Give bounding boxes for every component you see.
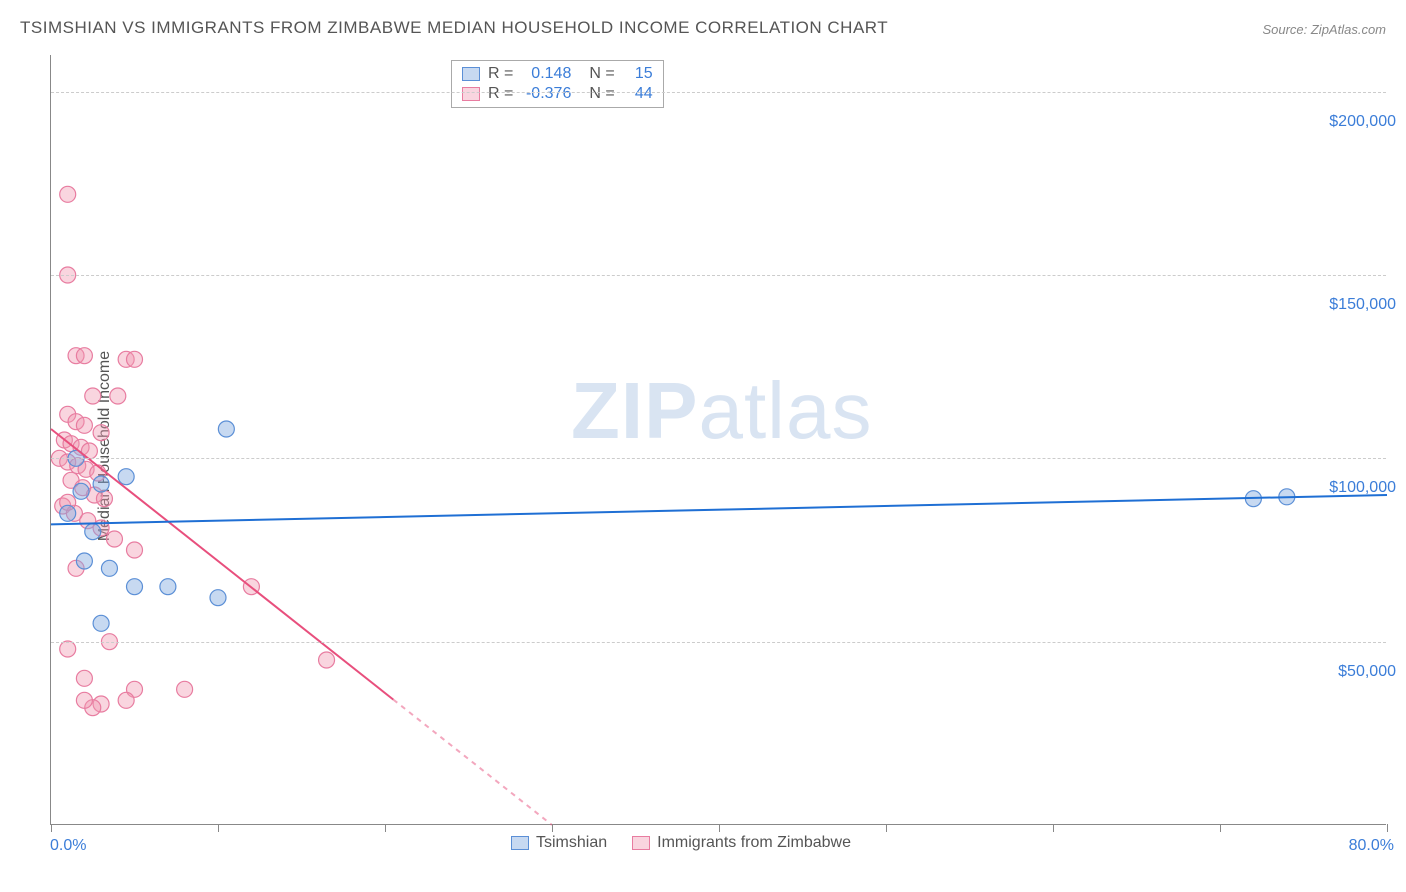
source-attribution: Source: ZipAtlas.com [1262,22,1386,37]
legend-swatch [462,87,480,101]
legend-swatch [462,67,480,81]
stat-n-value: 44 [623,85,653,103]
chart-plot-area: ZIPatlas R =0.148N =15R =-0.376N =44 Tsi… [50,55,1386,825]
legend-swatch [511,836,529,850]
stat-r-label: R = [488,85,513,103]
legend-label: Immigrants from Zimbabwe [657,834,851,852]
x-min-label: 0.0% [50,837,86,855]
x-tick [385,824,386,832]
stat-n-label: N = [589,85,614,103]
legend-item: Immigrants from Zimbabwe [632,834,851,852]
x-tick [1053,824,1054,832]
legend-item: Tsimshian [511,834,607,852]
y-tick-label: $50,000 [1338,663,1396,681]
legend-swatch [632,836,650,850]
legend-label: Tsimshian [536,834,607,852]
series-legend: Tsimshian Immigrants from Zimbabwe [511,834,851,852]
x-tick [552,824,553,832]
stat-n-value: 15 [623,65,653,83]
stat-n-label: N = [589,65,614,83]
stats-row: R = 0.148 N = 15 [462,65,653,83]
gridline [51,92,1386,93]
stats-legend-box: R = 0.148 N = 15 R = -0.376 N = 44 [451,60,664,108]
y-tick-label: $100,000 [1329,479,1396,497]
x-tick [886,824,887,832]
stat-r-value: -0.376 [521,85,571,103]
scatter-svg [51,55,1386,824]
gridline [51,275,1386,276]
gridline [51,458,1386,459]
x-max-label: 80.0% [1349,837,1394,855]
stat-r-value: 0.148 [521,65,571,83]
y-tick-label: $200,000 [1329,113,1396,131]
x-tick [218,824,219,832]
x-tick [1387,824,1388,832]
stats-row: R = -0.376 N = 44 [462,85,653,103]
gridline [51,642,1386,643]
stat-r-label: R = [488,65,513,83]
x-tick [51,824,52,832]
x-tick [1220,824,1221,832]
chart-title: TSIMSHIAN VS IMMIGRANTS FROM ZIMBABWE ME… [20,18,888,38]
y-tick-label: $150,000 [1329,296,1396,314]
x-tick [719,824,720,832]
